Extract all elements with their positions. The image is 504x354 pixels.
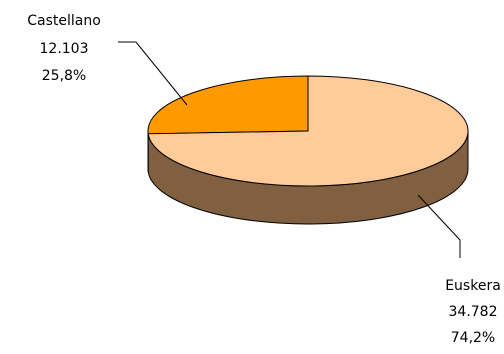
label-euskera-name: Euskera — [445, 278, 501, 294]
label-castellano-name: Castellano — [27, 13, 101, 29]
label-castellano-value: 12.103 — [40, 41, 89, 57]
label-castellano-percent: 25,8% — [42, 68, 86, 84]
label-euskera-value: 34.782 — [449, 304, 498, 320]
leader-lines — [118, 41, 461, 258]
pie-slice-euskera — [147, 75, 469, 187]
label-euskera-percent: 74,2% — [451, 330, 495, 346]
leader-line-euskera — [417, 194, 461, 258]
pie-slice-castellano — [147, 75, 309, 135]
label-euskera: Euskera 34.782 74,2% — [445, 278, 501, 346]
pie-slices — [147, 75, 469, 225]
leader-line-castellano — [118, 41, 188, 106]
label-castellano: Castellano 12.103 25,8% — [27, 13, 101, 84]
